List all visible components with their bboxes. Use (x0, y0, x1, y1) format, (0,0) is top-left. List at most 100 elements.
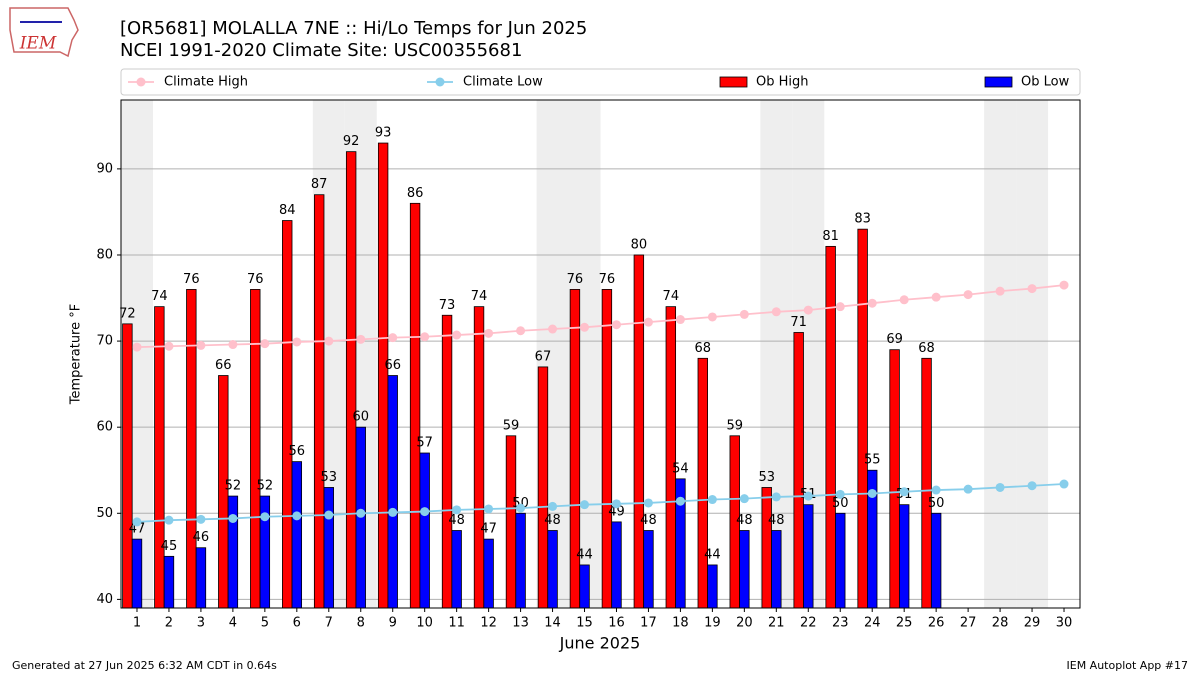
bar (579, 564, 590, 609)
line-point (643, 317, 653, 327)
bar (409, 202, 421, 609)
bar-label: 74 (151, 289, 168, 304)
line-point (675, 315, 685, 325)
bar-label: 72 (119, 306, 136, 321)
line-point (803, 305, 813, 315)
line-point (707, 495, 717, 505)
bar-label: 84 (279, 203, 296, 218)
line-point (516, 503, 526, 513)
bar (345, 151, 357, 609)
x-axis-label: June 2025 (559, 634, 641, 653)
line-point (611, 499, 621, 509)
y-tick-label: 40 (96, 592, 113, 607)
x-tick-label: 24 (864, 616, 881, 631)
bar (898, 504, 910, 609)
line-point (164, 515, 174, 525)
line-point (1027, 481, 1037, 491)
bar-label: 50 (832, 496, 849, 511)
bar-label: 86 (407, 186, 424, 201)
line-point (867, 298, 877, 308)
legend-entry: Climate Low (427, 75, 543, 90)
bar-label: 59 (503, 418, 520, 433)
bar-label: 76 (599, 272, 616, 287)
bar (505, 435, 517, 609)
x-tick-label: 16 (608, 616, 625, 631)
chart-title: [OR5681] MOLALLA 7NE :: Hi/Lo Temps for … (120, 18, 587, 39)
bar-label: 59 (726, 418, 743, 433)
bar (250, 289, 261, 609)
x-tick-label: 15 (576, 616, 593, 631)
bar-label: 48 (448, 513, 465, 528)
bar-label: 53 (758, 470, 775, 485)
line-point (1027, 284, 1037, 294)
line-point (196, 514, 206, 524)
line-point (899, 295, 909, 305)
bar-label: 71 (790, 315, 807, 330)
plot-frame (120, 99, 1081, 609)
bar-label: 74 (471, 289, 488, 304)
bar-label: 67 (535, 349, 552, 364)
line-point (963, 484, 973, 494)
line-point (452, 505, 462, 515)
x-tick-label: 17 (640, 616, 657, 631)
bar (547, 530, 558, 609)
bar-label: 56 (289, 444, 306, 459)
x-tick-label: 4 (229, 616, 237, 631)
line (136, 284, 1065, 349)
line-point (132, 342, 142, 352)
x-tick-label: 30 (1056, 616, 1073, 631)
line-point (835, 302, 845, 312)
bar-label: 69 (886, 332, 903, 347)
bar (739, 530, 750, 609)
x-tick-label: 21 (768, 616, 785, 631)
bar-label: 66 (215, 358, 232, 373)
line-point (260, 512, 270, 522)
line-point (611, 320, 621, 330)
line-point (228, 513, 238, 523)
line-point (803, 491, 813, 501)
x-tick-label: 25 (896, 616, 913, 631)
bar-label: 76 (247, 272, 264, 287)
bar-label: 54 (672, 461, 689, 476)
x-tick-label: 27 (960, 616, 977, 631)
footer-left: Generated at 27 Jun 2025 6:32 AM CDT in … (12, 659, 277, 672)
x-tick-label: 8 (357, 616, 365, 631)
line-point (452, 330, 462, 340)
line-point (292, 511, 302, 521)
footer-right: IEM Autoplot App #17 (1067, 659, 1189, 672)
line-point (420, 507, 430, 517)
line-point (995, 286, 1005, 296)
bar (323, 487, 334, 609)
line-point (931, 485, 941, 495)
line-point (899, 487, 909, 497)
bar (291, 461, 303, 609)
bar-label: 52 (225, 479, 242, 494)
bar-label: 48 (736, 513, 753, 528)
legend-label: Climate High (164, 75, 248, 90)
x-tick-label: 22 (800, 616, 817, 631)
bar (441, 314, 453, 609)
bar (195, 547, 207, 609)
line-point (420, 332, 430, 342)
line-point (324, 510, 334, 520)
line-point (931, 292, 941, 302)
line-point (324, 336, 334, 346)
line-point (260, 339, 270, 349)
bar (515, 512, 526, 609)
y-tick-label: 90 (96, 161, 113, 176)
bar-label: 55 (864, 453, 881, 468)
bar-label: 60 (352, 410, 369, 425)
bar-label: 80 (631, 237, 648, 252)
y-axis-label: Temperature °F (69, 304, 84, 405)
bar (825, 245, 836, 609)
line-point (356, 508, 366, 518)
line-point (580, 500, 590, 510)
line-point (388, 333, 398, 343)
line-point (484, 504, 494, 514)
x-tick-label: 28 (992, 616, 1009, 631)
bar (601, 289, 613, 609)
bar (537, 366, 549, 609)
bar (803, 504, 814, 609)
bar (697, 357, 708, 609)
